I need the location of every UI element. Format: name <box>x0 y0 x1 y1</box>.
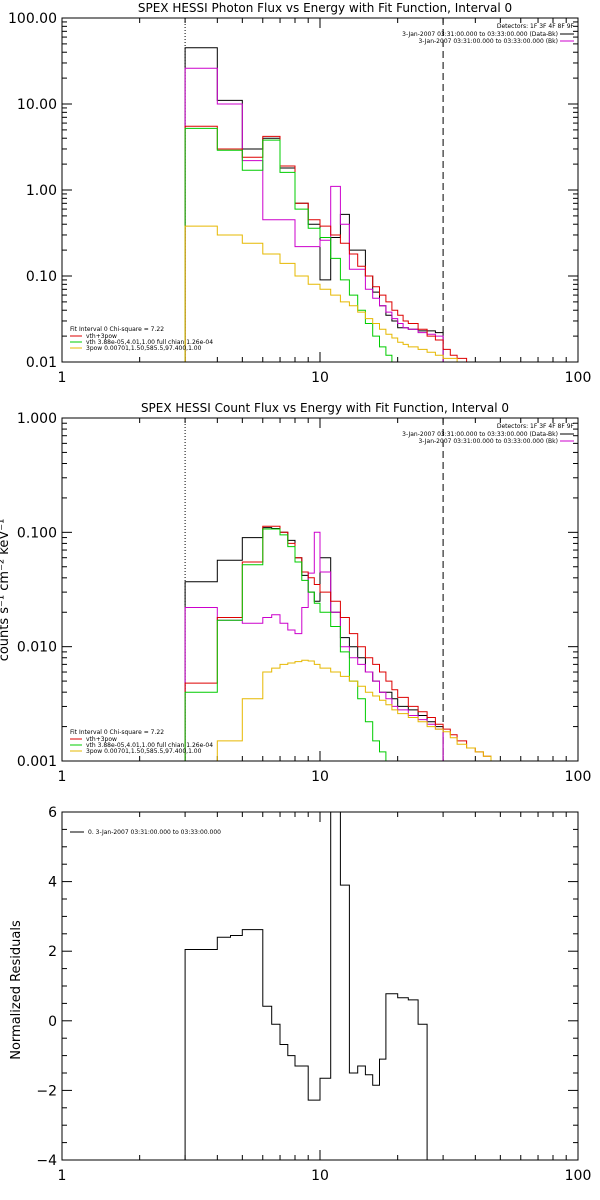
y-tick-label: 0.10 <box>26 269 57 285</box>
x-tick-label: 1 <box>58 370 67 386</box>
x-tick-label: 10 <box>311 1168 329 1184</box>
count-axes-frame <box>61 417 579 762</box>
photon-legend-vth3pow: vth+3pow <box>86 333 117 340</box>
count-legend-3pow: 3pow 0.00701,1.50,585.5,97.400,1.00 <box>86 748 202 755</box>
y-tick-label: 1.00 <box>26 183 57 199</box>
series-4-step-line <box>184 225 484 363</box>
photon-legend-detectors: Detectors: 1F 3F 4F 8F 9F <box>497 23 575 30</box>
photon-legend-bk: 3-Jan-2007 03:31:00.000 to 03:33:00.000 … <box>418 38 558 45</box>
photon-title: SPEX HESSI Photon Flux vs Energy with Fi… <box>138 1 512 15</box>
y-tick-label: 4 <box>48 875 57 891</box>
y-tick-label: 10.00 <box>17 97 57 113</box>
x-tick-label: 100 <box>565 769 592 785</box>
count-legend-data-bk: 3-Jan-2007 03:31:00.000 to 03:33:00.000 … <box>402 431 558 438</box>
y-tick-label: 0 <box>48 1014 57 1030</box>
photon-axes-frame <box>61 17 579 363</box>
series-2-step-line <box>184 525 501 762</box>
y-tick-label: 100.00 <box>8 11 57 27</box>
x-tick-label: 1 <box>58 769 67 785</box>
series-1-step-line <box>184 531 444 761</box>
series-3-step-line <box>184 528 392 762</box>
series-0-step-line <box>184 47 444 362</box>
count-legend-detectors: Detectors: 1F 3F 4F 8F 9F <box>497 423 575 430</box>
count-plot-area: 1 10 100 0.001 0.010 0.100 1.000 <box>17 411 591 785</box>
residuals-legend: 0. 3-Jan-2007 03:31:00.000 to 03:33:00.0… <box>88 829 221 836</box>
photon-legend-data-bk: 3-Jan-2007 03:31:00.000 to 03:33:00.000 … <box>402 31 558 38</box>
series-4-step-line <box>185 659 525 762</box>
residuals-axes-frame <box>61 811 579 1161</box>
y-tick-label: 0.010 <box>17 640 57 656</box>
count-legend-vth3pow: vth+3pow <box>86 736 117 743</box>
count-title: SPEX HESSI Count Flux vs Energy with Fit… <box>141 401 509 415</box>
photon-legend-vth: vth 3.88e-05,4.01,1.00 full chian 1.26e-… <box>86 339 213 346</box>
count-legend-bk: 3-Jan-2007 03:31:00.000 to 03:33:00.000 … <box>418 438 558 445</box>
y-tick-label: 0.100 <box>17 525 57 541</box>
series-2-step-line <box>184 125 476 363</box>
count-legend-vth: vth 3.88e-05,4.01,1.00 full chian 1.26e-… <box>86 742 213 749</box>
y-tick-label: 6 <box>48 805 57 821</box>
photon-plot-area: 1 10 100 0.01 0.10 1.00 10.00 100.00 <box>8 11 591 386</box>
y-tick-label: 0.01 <box>26 355 57 371</box>
x-tick-label: 10 <box>311 769 329 785</box>
count-ylabel: counts s⁻¹ cm⁻² keV⁻¹ <box>0 519 12 662</box>
residuals-ylabel: Normalized Residuals <box>9 920 24 1060</box>
x-tick-label: 100 <box>565 370 592 386</box>
series-3-step-line <box>184 127 398 363</box>
y-tick-label: −4 <box>36 1153 57 1169</box>
y-tick-label: 2 <box>48 944 57 960</box>
y-tick-label: 0.001 <box>17 754 57 770</box>
residuals-plot-area: 1 10 100 −4 −2 0 2 4 6 <box>36 805 591 1184</box>
series-0-step-line <box>184 811 428 1160</box>
y-tick-label: −2 <box>36 1083 57 1099</box>
series-1-step-line <box>184 67 444 362</box>
count-fit-interval: Fit Interval 0 Chi-square = 7.22 <box>70 729 164 736</box>
y-tick-label: 1.000 <box>17 411 57 427</box>
x-tick-label: 10 <box>311 370 329 386</box>
x-tick-label: 1 <box>58 1168 67 1184</box>
photon-fit-interval: Fit Interval 0 Chi-square = 7.22 <box>70 326 164 333</box>
x-tick-label: 100 <box>565 1168 592 1184</box>
photon-legend-3pow: 3pow 0.00701,1.50,585.5,97.400,1.00 <box>86 345 202 352</box>
